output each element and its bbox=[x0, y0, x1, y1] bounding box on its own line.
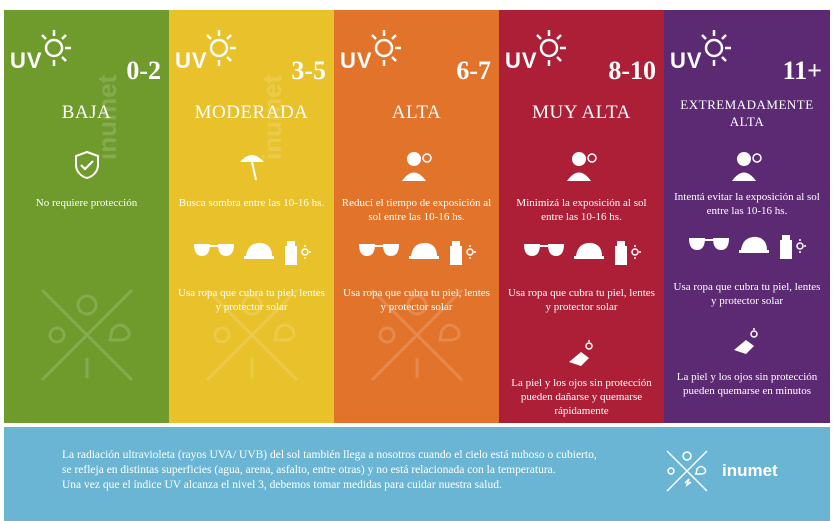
cap-icon bbox=[573, 242, 604, 259]
uv-badge: UV bbox=[340, 28, 401, 73]
sunglasses-icon bbox=[358, 244, 399, 256]
protection-icons bbox=[169, 240, 334, 266]
uv-label: UV bbox=[340, 48, 373, 73]
clothing-advice-text: Usa ropa que cubra tu piel, lentes y pro… bbox=[178, 287, 325, 313]
uv-level-title: EXTREMADAMENTE ALTA bbox=[680, 97, 814, 129]
uv-badge: UV bbox=[670, 28, 731, 73]
sunscreen-icon bbox=[780, 235, 806, 259]
uv-level-title: MODERADA bbox=[194, 102, 309, 123]
uv-column-alta: UV 6-7 ALTA Reducí el tiempo de exposici… bbox=[334, 10, 499, 423]
uv-column-baja: UV 0-2 BAJA No requiere protección inume… bbox=[4, 10, 169, 423]
clothing-advice-text: Usa ropa que cubra tu piel, lentes y pro… bbox=[508, 287, 655, 313]
sun-icon bbox=[41, 30, 71, 66]
inumet-logo-text: inumet bbox=[722, 461, 778, 480]
footer-text: La radiación ultravioleta (rayos UVA/ UV… bbox=[62, 448, 622, 493]
uv-column-moderada: UV 3-5 MODERADA Busca sombra entre las 1… bbox=[169, 10, 334, 423]
weather-watermark-icon bbox=[205, 288, 298, 382]
uv-range: 8-10 bbox=[608, 56, 656, 85]
uv-column-muy-alta: UV 8-10 MUY ALTA Minimizá la exposición … bbox=[499, 10, 664, 423]
footer-line: se refleja en distintas superficies (agu… bbox=[62, 464, 556, 476]
uv-range: 11+ bbox=[782, 56, 822, 85]
protection-icons bbox=[334, 240, 499, 266]
sun-icon bbox=[701, 30, 731, 66]
protection-icons bbox=[499, 240, 664, 266]
footer-line: La radiación ultravioleta (rayos UVA/ UV… bbox=[62, 449, 597, 461]
sun-icon bbox=[206, 30, 236, 66]
recommendation-text: Intentá evitar la exposición al sol entr… bbox=[674, 191, 820, 217]
warning-text: La piel y los ojos sin protección pueden… bbox=[511, 377, 652, 417]
sunglasses-icon bbox=[193, 244, 234, 256]
uv-label: UV bbox=[10, 48, 43, 73]
uv-label: UV bbox=[175, 48, 208, 73]
uv-range: 3-5 bbox=[291, 56, 326, 85]
weather-watermark-icon bbox=[370, 288, 463, 382]
person-sun-icon bbox=[401, 152, 432, 181]
sunscreen-icon bbox=[284, 241, 311, 265]
recommendation-text: Minimizá la exposición al sol entre las … bbox=[516, 197, 647, 223]
umbrella-icon bbox=[239, 155, 264, 181]
sunglasses-icon bbox=[523, 244, 564, 256]
uv-label: UV bbox=[670, 48, 703, 73]
sunscreen-icon bbox=[614, 241, 641, 265]
person-sun-icon bbox=[732, 152, 762, 181]
cap-icon bbox=[243, 242, 274, 259]
uv-level-title: BAJA bbox=[61, 102, 112, 123]
skin-burn-icon bbox=[568, 340, 593, 366]
inumet-logo-icon bbox=[666, 450, 708, 492]
uv-badge: UV bbox=[10, 28, 71, 73]
shield-check-icon bbox=[74, 150, 99, 180]
uv-range: 6-7 bbox=[456, 56, 491, 85]
clothing-advice-text: Usa ropa que cubra tu piel, lentes y pro… bbox=[673, 281, 821, 307]
cap-icon bbox=[739, 236, 769, 253]
weather-watermark-icon bbox=[40, 288, 133, 382]
cap-icon bbox=[408, 242, 439, 259]
uv-label: UV bbox=[505, 48, 538, 73]
sunglasses-icon bbox=[689, 238, 729, 250]
sun-icon bbox=[371, 30, 401, 66]
recommendation-text: No requiere protección bbox=[35, 197, 138, 209]
warning-text: La piel y los ojos sin protección pueden… bbox=[676, 371, 818, 397]
person-sun-icon bbox=[566, 152, 597, 181]
clothing-advice-text: Usa ropa que cubra tu piel, lentes y pro… bbox=[343, 287, 490, 313]
watermark-text: inumet bbox=[257, 74, 287, 160]
uv-level-title: ALTA bbox=[391, 102, 442, 123]
sunscreen-icon bbox=[449, 241, 476, 265]
skin-burn-icon bbox=[734, 328, 758, 354]
uv-levels-row: UV 0-2 BAJA No requiere protección inume… bbox=[4, 10, 830, 423]
sun-icon bbox=[536, 30, 566, 66]
watermark-text: inumet bbox=[92, 74, 122, 160]
recommendation-text: Reducí el tiempo de exposición al sol en… bbox=[341, 197, 492, 223]
recommendation-text: Busca sombra entre las 10-16 hs. bbox=[178, 197, 325, 209]
uv-badge: UV bbox=[505, 28, 566, 73]
uv-range: 0-2 bbox=[126, 56, 161, 85]
footer-line: Una vez que el índice UV alcanza el nive… bbox=[62, 479, 502, 491]
uv-column-extremadamente-alta: UV 11+ EXTREMADAMENTE ALTA Intentá evita… bbox=[664, 10, 830, 423]
uv-badge: UV bbox=[175, 28, 236, 73]
protection-icons bbox=[664, 234, 830, 260]
uv-level-title: MUY ALTA bbox=[532, 102, 631, 123]
info-footer: La radiación ultravioleta (rayos UVA/ UV… bbox=[4, 427, 830, 521]
